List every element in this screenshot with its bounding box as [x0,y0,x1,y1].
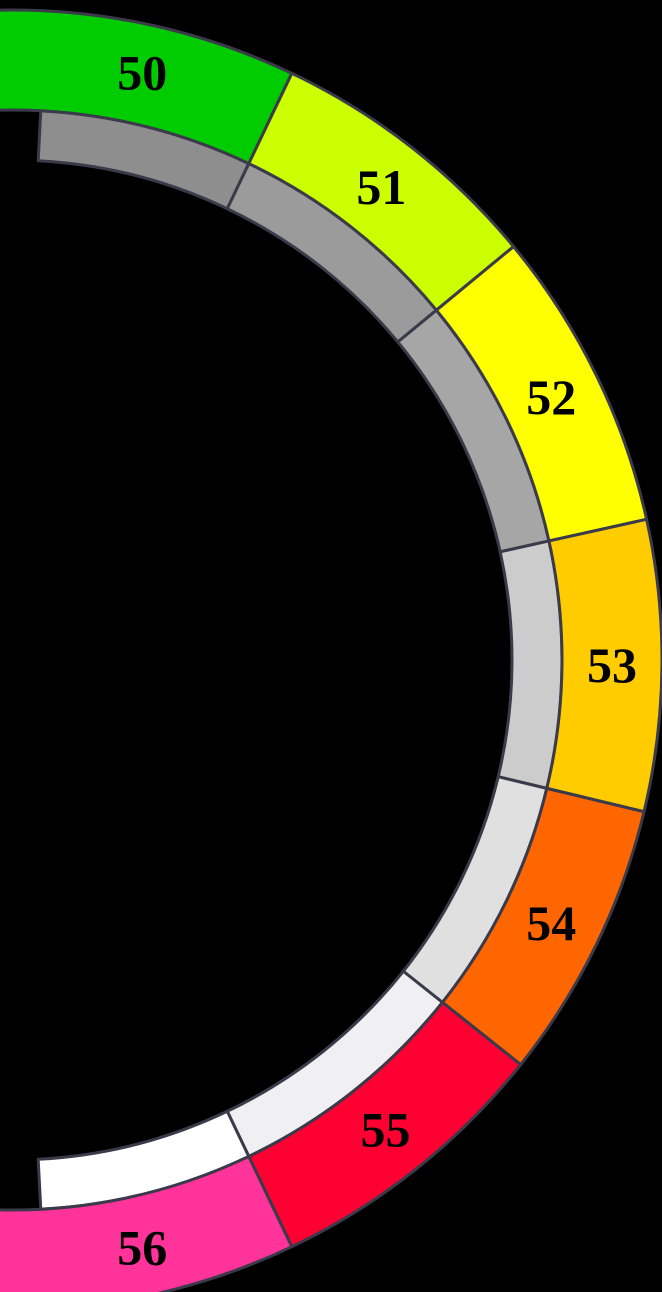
segment-56 [0,1154,294,1292]
outer-band [0,8,662,1292]
segment-label-50: 50 [117,45,167,101]
inner-band [36,109,564,1211]
segment-label-55: 55 [361,1102,411,1158]
segment-labels: 50 51 52 53 54 55 56 [117,45,637,1276]
segment-label-54: 54 [526,895,576,951]
segment-label-52: 52 [526,369,576,425]
segment-label-56: 56 [117,1219,167,1275]
segment-label-51: 51 [356,159,406,215]
segment-label-53: 53 [587,637,637,693]
